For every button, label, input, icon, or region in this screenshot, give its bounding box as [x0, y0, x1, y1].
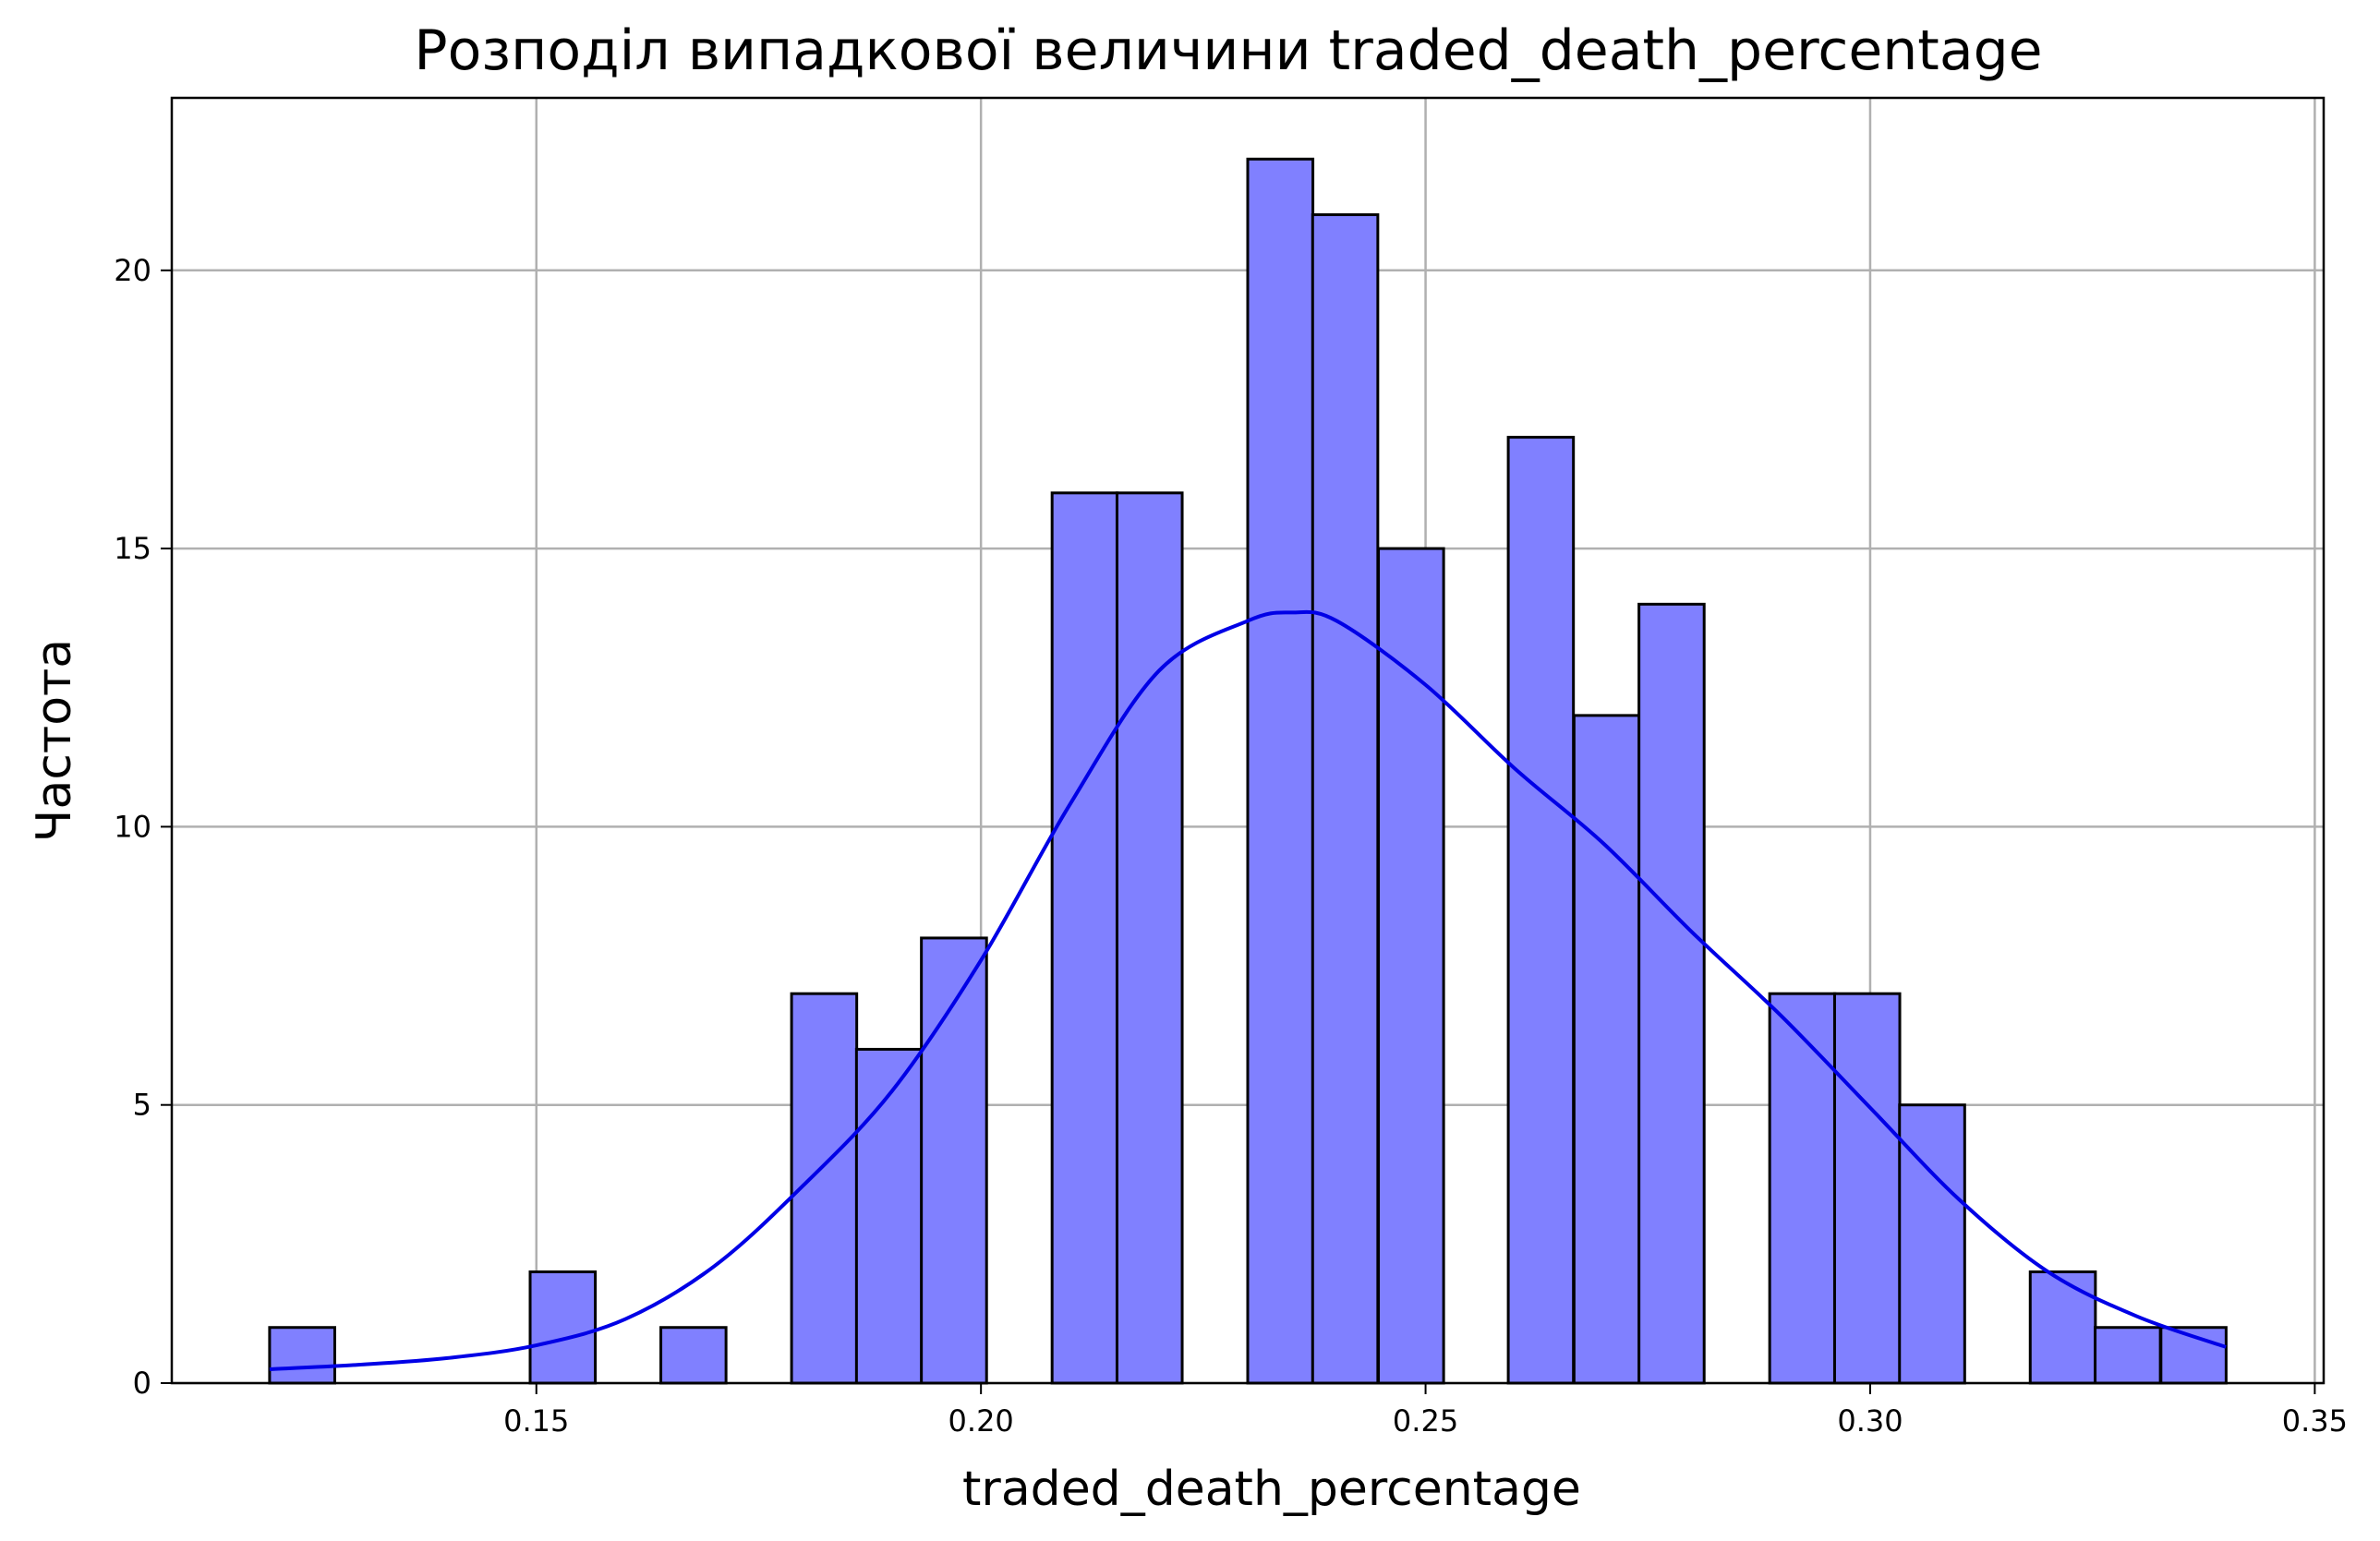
histogram-bar: [1572, 714, 1641, 1385]
histogram-bar: [2028, 1270, 2097, 1385]
x-tick-label: 0.35: [2282, 1403, 2348, 1439]
histogram-bar: [1637, 602, 1706, 1385]
histogram-bar: [1246, 157, 1315, 1385]
chart-title: Розподіл випадкової величини traded_deat…: [414, 18, 2042, 83]
histogram-bar: [2094, 1326, 2162, 1385]
histogram-bar: [920, 936, 988, 1385]
histogram-bar: [854, 1047, 924, 1385]
y-tick-label: 5: [133, 1088, 151, 1123]
x-tick-label: 0.15: [503, 1403, 569, 1439]
y-tick-label: 10: [114, 809, 151, 844]
kde-curve: [269, 609, 2227, 1371]
y-tick-label: 15: [114, 531, 151, 566]
histogram-bar: [1768, 992, 1837, 1385]
histogram-bar: [528, 1270, 598, 1385]
y-tick-label: 20: [114, 253, 151, 288]
x-axis-ticks: 0.15 0.20 0.25 0.30 0.35: [503, 1383, 2348, 1439]
y-axis-ticks: 0 5 10 15 20: [114, 253, 172, 1401]
histogram-bar: [1311, 213, 1380, 1385]
histogram-bar: [659, 1326, 728, 1385]
x-tick-label: 0.20: [948, 1403, 1014, 1439]
x-axis-label: traded_death_percentage: [962, 1462, 1581, 1517]
histogram-bar: [268, 1326, 336, 1385]
y-axis-label: Частота: [27, 639, 82, 842]
y-tick-label: 0: [133, 1366, 151, 1401]
x-tick-label: 0.30: [1837, 1403, 1903, 1439]
histogram-bars: [268, 157, 2228, 1385]
histogram-bar: [1115, 491, 1184, 1385]
plot-frame: [170, 96, 2326, 1385]
histogram-bar: [1832, 992, 1902, 1385]
histogram-bar: [1050, 491, 1119, 1385]
kde-curve-layer: [269, 609, 2227, 1371]
x-tick-label: 0.25: [1393, 1403, 1458, 1439]
histogram-bar: [1506, 436, 1576, 1385]
